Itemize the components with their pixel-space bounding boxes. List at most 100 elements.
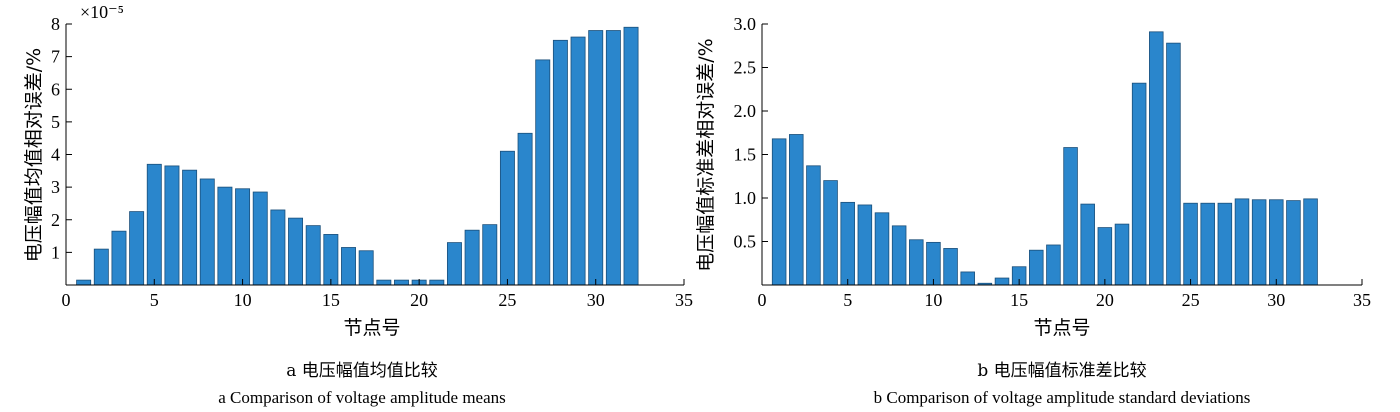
chart-b-bar-22	[1131, 82, 1147, 286]
chart-a-xticks: 0 5 10 15 20 25 30 35	[62, 279, 693, 310]
chart-a-bar-6	[164, 165, 180, 286]
chart-b-xtick-label: 15	[1010, 290, 1028, 310]
chart-b-ytick-label: 2.0	[734, 101, 757, 121]
chart-b: 0 5 10 15 20 25 30 35 0.5 1.0 1.5 2.0 2.5 3.0 电压幅值标准…	[695, 14, 1371, 407]
chart-b-bar-10	[926, 241, 941, 286]
chart-a-ylabel: 电压幅值均值相对误差/%	[23, 48, 45, 262]
chart-b-ylabel: 电压幅值标准差相对误差/%	[695, 38, 717, 271]
chart-b-ytick-label: 1.0	[734, 188, 757, 208]
chart-a-bar-8	[199, 178, 215, 286]
chart-a-bar-26	[517, 132, 533, 286]
chart-a-ytick-label: 2	[51, 210, 60, 230]
chart-b-xticks: 0 5 10 15 20 25 30 35	[758, 279, 1371, 310]
chart-b-caption-en: b Comparison of voltage amplitude standa…	[874, 388, 1251, 407]
chart-a-ytick-label: 5	[51, 112, 60, 132]
chart-b-xtick-label: 35	[1353, 290, 1371, 310]
chart-a-bar-17	[358, 250, 374, 286]
chart-b-bar-14	[994, 277, 1010, 286]
chart-b-yticks: 0.5 1.0 1.5 2.0 2.5 3.0	[734, 14, 768, 252]
chart-a-xtick-label: 10	[234, 290, 252, 310]
chart-b-bar-12	[960, 271, 975, 286]
chart-a-caption-cn: a 电压幅值均值比较	[286, 361, 438, 381]
chart-b-bar-17	[1046, 244, 1061, 286]
chart-a-yticks: 1 2 3 4 5 6 7 8	[51, 14, 72, 262]
chart-b-xlabel: 节点号	[1033, 317, 1090, 339]
chart-a-xtick-label: 30	[587, 290, 605, 310]
chart-b-bar-27	[1217, 202, 1233, 286]
chart-a-xtick-label: 0	[62, 290, 71, 310]
chart-b-caption-cn: b 电压幅值标准差比较	[977, 361, 1146, 381]
chart-b-ytick-label: 1.5	[734, 145, 757, 165]
chart-b-bar-16	[1029, 249, 1044, 286]
chart-a-bar-25	[499, 150, 515, 286]
chart-a-ytick-label: 8	[51, 14, 60, 34]
chart-a: 0 5 10 15 20 25 30 35 1 2 3 4 5 6 7 8 ×10⁻⁵ 电压幅值均值相对误差…	[23, 2, 693, 407]
chart-a-bar-12	[270, 209, 286, 286]
chart-a-bar-4	[129, 211, 145, 286]
chart-a-bars	[76, 26, 639, 286]
chart-a-bar-24	[482, 224, 498, 286]
chart-a-bar-32	[623, 26, 639, 286]
chart-a-xtick-label: 35	[675, 290, 693, 310]
chart-a-bar-10	[235, 188, 251, 286]
chart-b-xtick-label: 20	[1096, 290, 1114, 310]
chart-b-bar-1	[771, 138, 787, 286]
chart-a-bar-15	[323, 234, 339, 286]
chart-b-bar-18	[1063, 147, 1078, 286]
chart-a-xtick-label: 5	[150, 290, 159, 310]
chart-a-ytick-label: 6	[51, 79, 60, 99]
chart-b-bar-32	[1303, 198, 1318, 286]
chart-a-bar-11	[252, 191, 268, 286]
chart-b-bar-2	[789, 134, 804, 286]
chart-b-bar-28	[1234, 198, 1250, 286]
chart-a-bar-23	[464, 229, 480, 286]
chart-a-ytick-label: 3	[51, 177, 60, 197]
chart-a-xtick-label: 15	[322, 290, 340, 310]
chart-a-bar-19	[394, 279, 409, 286]
chart-b-bar-5	[840, 201, 855, 286]
chart-b-bar-11	[943, 248, 958, 286]
chart-b-bar-7	[874, 212, 890, 286]
chart-b-ytick-label: 0.5	[734, 232, 757, 252]
chart-b-xtick-label: 0	[758, 290, 767, 310]
chart-a-bar-9	[217, 186, 233, 286]
chart-a-bar-1	[76, 279, 92, 286]
chart-a-bar-2	[93, 248, 109, 286]
chart-b-bar-23	[1149, 31, 1164, 286]
chart-a-xtick-label: 25	[498, 290, 516, 310]
chart-a-xtick-label: 20	[410, 290, 428, 310]
chart-a-bar-5	[146, 163, 162, 286]
chart-a-ytick-label: 7	[51, 47, 60, 67]
chart-a-y-multiplier: ×10⁻⁵	[80, 2, 124, 22]
chart-a-ytick-label: 1	[51, 242, 60, 262]
chart-b-bar-26	[1200, 202, 1215, 286]
chart-b-bars	[771, 31, 1318, 286]
chart-b-xtick-label: 25	[1182, 290, 1200, 310]
chart-a-bar-29	[570, 36, 586, 286]
chart-a-bar-14	[305, 225, 321, 286]
chart-b-xtick-label: 30	[1267, 290, 1285, 310]
chart-a-bar-28	[552, 39, 568, 286]
chart-b-ytick-label: 2.5	[734, 58, 757, 78]
chart-a-xlabel: 节点号	[343, 317, 400, 339]
chart-a-bar-7	[182, 169, 198, 286]
chart-b-xtick-label: 10	[924, 290, 942, 310]
chart-a-bar-3	[111, 230, 127, 286]
chart-b-bar-24	[1166, 42, 1181, 286]
chart-a-bar-27	[535, 59, 551, 286]
chart-b-bar-4	[823, 180, 838, 286]
chart-a-caption-en: a Comparison of voltage amplitude means	[218, 388, 506, 407]
chart-a-bar-16	[341, 247, 356, 286]
chart-a-bar-31	[605, 30, 621, 286]
chart-a-bar-22	[446, 242, 462, 286]
chart-b-ytick-label: 3.0	[734, 14, 757, 34]
chart-b-xtick-label: 5	[843, 290, 852, 310]
chart-b-bar-25	[1183, 202, 1198, 286]
chart-b-bar-20	[1097, 227, 1113, 286]
chart-b-bar-6	[857, 204, 873, 286]
chart-b-bar-19	[1080, 203, 1095, 286]
chart-a-bar-21	[429, 279, 445, 286]
chart-b-bar-30	[1269, 199, 1284, 286]
chart-b-bar-8	[891, 225, 907, 286]
